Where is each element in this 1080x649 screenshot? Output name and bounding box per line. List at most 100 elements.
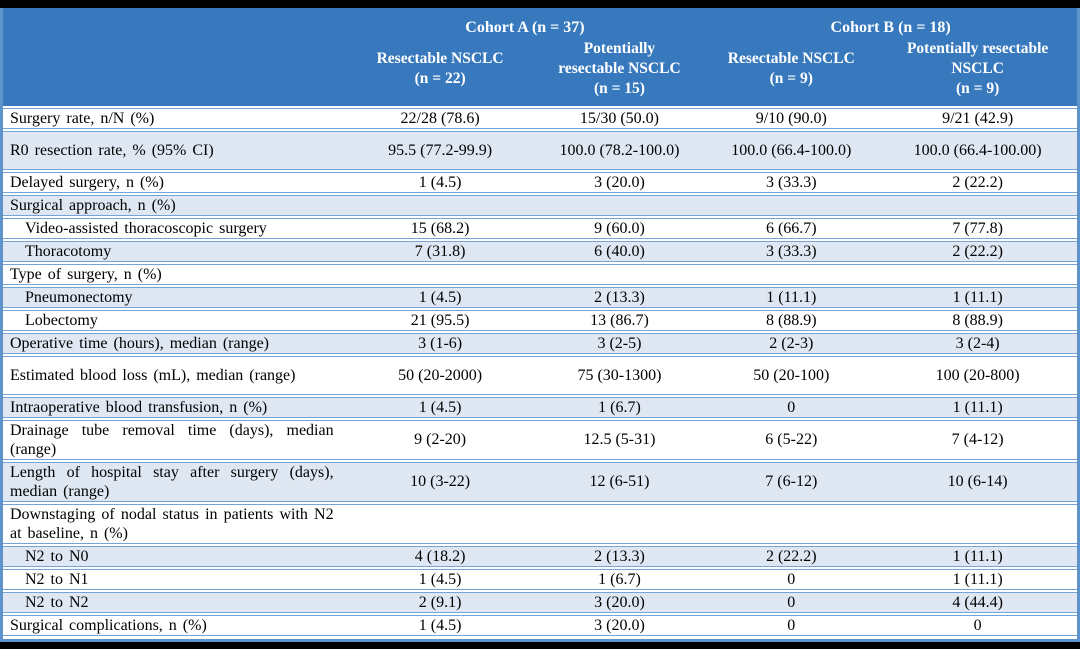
cell-value: 100.0 (78.2-100.0) [534,131,705,170]
cell-value: 7 (6-12) [704,462,879,502]
row-label: Type of surgery, n (%) [3,264,346,285]
table-row: Type of surgery, n (%) [3,264,1077,285]
header-corner-cell [3,8,346,37]
cell-value: 0 [704,615,879,636]
row-label: Downstaging of nodal status in patients … [3,504,346,544]
row-label: Estimated blood loss (mL), median (range… [3,356,346,395]
cell-value: 2 (22.2) [878,172,1077,193]
cell-value: 0 [878,615,1077,636]
cell-value: 12 (6-51) [534,462,705,502]
cell-value: 4 (44.4) [878,592,1077,613]
cell-value: 1 (11.1) [878,569,1077,590]
surgical-outcomes-table: Cohort A (n = 37) Cohort B (n = 18) Rese… [0,8,1080,642]
cell-value: 7 (31.8) [345,241,535,262]
cell-value: 1 (11.1) [878,397,1077,418]
cell-value: 2 (22.2) [878,241,1077,262]
cell-value: 2 (22.2) [704,546,879,567]
table-body: Surgery rate, n/N (%) 22/28 (78.6) 15/30 (… [3,106,1077,638]
row-label: Intraoperative blood transfusion, n (%) [3,397,346,418]
cell-value [878,264,1077,285]
cell-value: 3 (33.3) [704,172,879,193]
cell-value: 15/30 (50.0) [534,108,705,129]
row-label: Surgical approach, n (%) [3,195,346,216]
cell-value: 8 (88.9) [878,310,1077,331]
cell-value: 0 [704,397,879,418]
table-row: Pneumonectomy 1 (4.5) 2 (13.3) 1 (11.1) 1 (1… [3,287,1077,308]
cell-value: 3 (20.0) [534,172,705,193]
cell-value: 13 (86.7) [534,310,705,331]
cell-value: 9/10 (90.0) [704,108,879,129]
cell-value: 21 (95.5) [345,310,535,331]
row-label: Lobectomy [3,310,346,331]
row-label: Surgery rate, n/N (%) [3,108,346,129]
cell-value: 10 (3-22) [345,462,535,502]
row-label: Video-assisted thoracoscopic surgery [3,218,346,239]
table-header: Cohort A (n = 37) Cohort B (n = 18) Rese… [3,8,1077,106]
table-row: Delayed surgery, n (%) 1 (4.5) 3 (20.0) 3 (… [3,172,1077,193]
cell-value: 0 [704,569,879,590]
header-grid: Cohort A (n = 37) Cohort B (n = 18) Rese… [3,8,1077,106]
cell-value: 2 (2-3) [704,333,879,354]
cell-value: 6 (5-22) [704,420,879,460]
cell-value [704,504,879,544]
cell-value [345,504,535,544]
row-label: Surgical complications, n (%) [3,615,346,636]
row-label: Thoracotomy [3,241,346,262]
row-label: Drainage tube removal time (days), media… [3,420,346,460]
cell-value: 1 (4.5) [345,569,535,590]
cell-value [704,195,879,216]
cell-value: 1 (4.5) [345,615,535,636]
column-header-resectable-a: Resectable NSCLC (n = 22) [376,49,504,87]
row-label: N2 to N2 [3,592,346,613]
cell-value: 2 (13.3) [534,287,705,308]
row-label: Pneumonectomy [3,287,346,308]
cohort-a-header: Cohort A (n = 37) [465,19,585,36]
table-row: Surgical complications, n (%) 1 (4.5) 3 (2… [3,615,1077,636]
cell-value: 95.5 (77.2-99.9) [345,131,535,170]
cell-value: 1 (11.1) [704,287,879,308]
cell-value: 3 (1-6) [345,333,535,354]
cell-value: 7 (77.8) [878,218,1077,239]
cell-value: 6 (66.7) [704,218,879,239]
cell-value: 1 (4.5) [345,397,535,418]
table-row: N2 to N1 1 (4.5) 1 (6.7) 0 1 (11.1) [3,569,1077,590]
cell-value [534,195,705,216]
cell-value: 9 (2-20) [345,420,535,460]
cell-value: 7 (4-12) [878,420,1077,460]
table-row: N2 to N0 4 (18.2) 2 (13.3) 2 (22.2) 1 (11.1) [3,546,1077,567]
cell-value: 3 (33.3) [704,241,879,262]
column-header-row: Resectable NSCLC (n = 22) Potentially re… [3,37,1077,106]
cell-value: 100.0 (66.4-100.0) [704,131,879,170]
row-label: N2 to N1 [3,569,346,590]
cell-value [534,504,705,544]
column-header-resectable-b: Resectable NSCLC (n = 9) [727,49,855,87]
row-label: Delayed surgery, n (%) [3,172,346,193]
cell-value: 15 (68.2) [345,218,535,239]
table-row: Thoracotomy 7 (31.8) 6 (40.0) 3 (33.3) 2 (22… [3,241,1077,262]
table-row: Length of hospital stay after surgery (d… [3,462,1077,502]
row-label: R0 resection rate, % (95% CI) [3,131,346,170]
table-row: Lobectomy 21 (95.5) 13 (86.7) 8 (88.9) 8 (88… [3,310,1077,331]
cell-value: 1 (6.7) [534,569,705,590]
table-row: Operative time (hours), median (range) 3 … [3,333,1077,354]
cell-value: 100 (20-800) [878,356,1077,395]
row-label: Operative time (hours), median (range) [3,333,346,354]
cell-value [704,264,879,285]
cell-value: 1 (4.5) [345,287,535,308]
cell-value: 3 (2-5) [534,333,705,354]
cell-value: 4 (18.2) [345,546,535,567]
cell-value [878,504,1077,544]
cell-value [345,264,535,285]
cell-value: 3 (2-4) [878,333,1077,354]
column-header-potentially-resectable-a: Potentially resectable NSCLC (n = 15) [558,39,681,97]
table-row: Surgical approach, n (%) [3,195,1077,216]
cell-value [878,195,1077,216]
cell-value [345,195,535,216]
cell-value: 1 (6.7) [534,397,705,418]
table-row: Video-assisted thoracoscopic surgery 15 (… [3,218,1077,239]
cell-value: 10 (6-14) [878,462,1077,502]
cell-value: 1 (4.5) [345,172,535,193]
table-row: Estimated blood loss (mL), median (range… [3,356,1077,395]
cell-value: 3 (20.0) [534,592,705,613]
